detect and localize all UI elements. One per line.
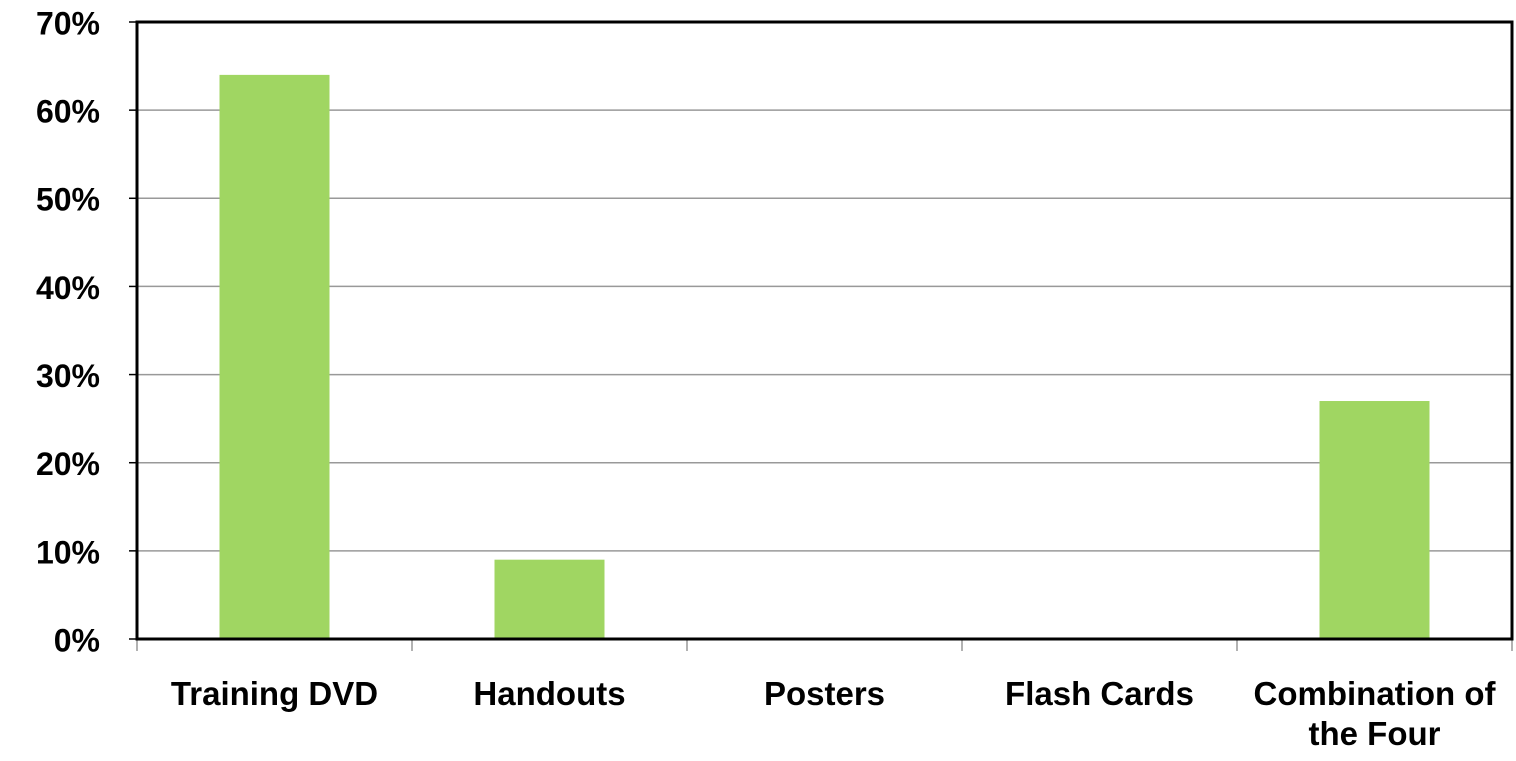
y-tick-label: 30% — [36, 358, 100, 394]
x-tick-label: Posters — [763, 675, 886, 712]
x-tick-label: Combination of the Four — [1253, 675, 1496, 752]
x-tick-label: Training DVD — [170, 675, 379, 712]
x-tick-label: Flash Cards — [1005, 675, 1194, 712]
plot-border — [135, 20, 1514, 641]
y-tick-label: 70% — [36, 5, 100, 41]
y-tick-label: 50% — [36, 182, 100, 218]
y-tick-label: 10% — [36, 534, 100, 570]
y-tick-label: 60% — [36, 94, 100, 130]
bar — [219, 74, 330, 639]
x-tick-label: Handouts — [473, 675, 626, 712]
y-tick-label: 40% — [36, 270, 100, 306]
bar — [494, 559, 605, 639]
bar — [1319, 401, 1430, 639]
y-tick-label: 0% — [54, 622, 100, 658]
y-tick-label: 20% — [36, 446, 100, 482]
